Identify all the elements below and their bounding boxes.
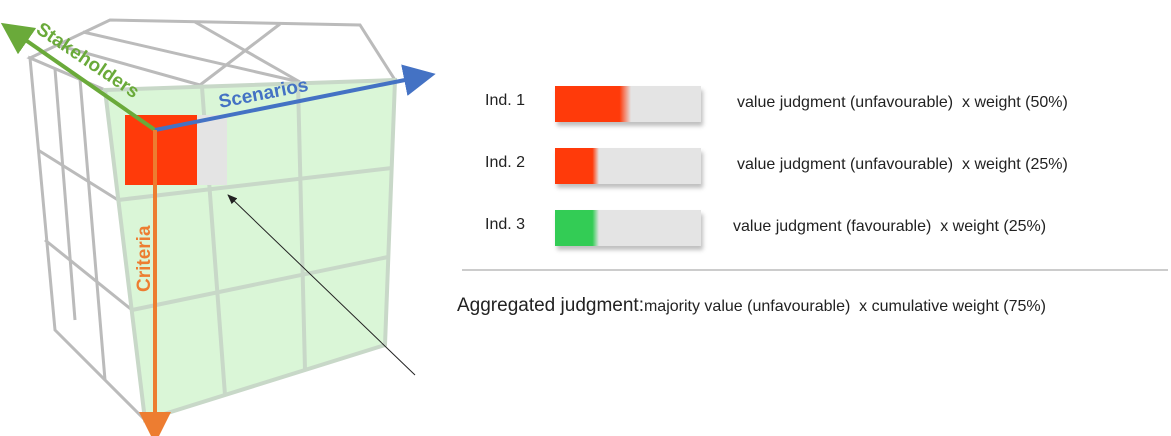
aggregate-label: Aggregated judgment: xyxy=(457,295,644,316)
indicator-judgment: value judgment (unfavourable) x weight (… xyxy=(737,156,1068,174)
indicator-bar-fill xyxy=(555,86,631,122)
indicator-bar-fill xyxy=(555,210,599,246)
indicator-bar-fill xyxy=(555,148,599,184)
indicator-label: Ind. 3 xyxy=(485,216,525,234)
indicator-bar xyxy=(555,210,701,246)
indicator-label: Ind. 1 xyxy=(485,92,525,110)
cell-fill-track xyxy=(195,115,227,185)
aggregate: Aggregated judgment:majority value (unfa… xyxy=(457,295,1046,317)
criteria-label: Criteria xyxy=(134,225,155,292)
page: Stakeholders Scenarios Criteria Ind. 1va… xyxy=(0,0,1171,436)
indicator-judgment: value judgment (unfavourable) x weight (… xyxy=(737,94,1068,112)
indicator-judgment: value judgment (favourable) x weight (25… xyxy=(733,218,1046,236)
indicator-bar xyxy=(555,148,701,184)
indicator-label: Ind. 2 xyxy=(485,154,525,172)
indicator-bar xyxy=(555,86,701,122)
aggregate-text: majority value (unfavourable) x cumulati… xyxy=(644,298,1046,315)
